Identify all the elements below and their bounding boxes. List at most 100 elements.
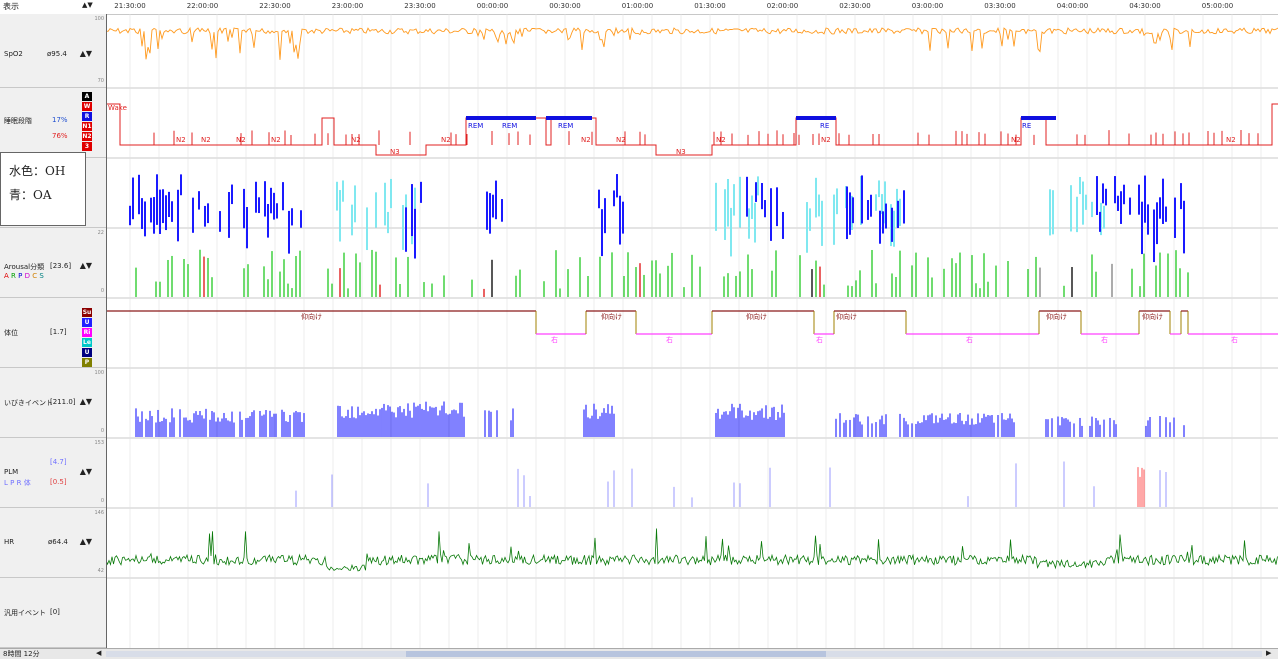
n3-stage-label: N3 xyxy=(390,148,400,156)
respiration-event-bar xyxy=(342,180,344,202)
stage-key-n3: 3 xyxy=(82,142,92,151)
plm-sort-arrows-icon[interactable]: ▲▼ xyxy=(79,467,92,476)
re-stage-label: RE xyxy=(820,122,829,130)
respiration-event-bar xyxy=(1138,184,1140,215)
respiration-event-bar xyxy=(354,185,356,223)
respiration-event-bar xyxy=(1114,176,1116,204)
plm-key-body: 体 xyxy=(23,479,31,487)
respiration-event-bar xyxy=(270,187,272,214)
respiration-event-bar xyxy=(1085,194,1087,210)
channel-label-panel: 100 SpO2 ø95.4 ▲▼ 70 睡眠段階 17% 76% A W R … xyxy=(0,14,107,648)
signal-chart-area[interactable]: Wake N2 N2 N2 N2 N2 N2 N2 N2 N2 N2 N2 N2 N3 N3 REM REM RE… xyxy=(106,14,1278,648)
respiration-event-bar xyxy=(1099,211,1101,232)
rem-bar xyxy=(796,116,836,120)
respiration-event-bar xyxy=(1052,190,1054,235)
respiration-event-bar xyxy=(604,198,606,234)
respiration-legend-popup: 水色：OH 青：OA xyxy=(0,152,86,226)
snore-channel-label: 100 いびきイベント [211.0] ▲▼ 0 xyxy=(0,368,106,438)
n2-stage-label: N2 xyxy=(616,136,626,144)
respiration-event-bar xyxy=(748,208,750,239)
respiration-event-bar xyxy=(411,184,413,237)
plm-scale-top: 153 xyxy=(94,440,104,446)
snore-sort-arrows-icon[interactable]: ▲▼ xyxy=(79,397,92,406)
respiration-event-bar xyxy=(129,205,131,226)
respiration-event-bar xyxy=(867,200,869,220)
sleep-stage-channel-label: 睡眠段階 17% 76% A W R N1 N2 3 xyxy=(0,88,106,158)
sleep-stage-percent-2: 76% xyxy=(52,132,68,140)
respiration-event-bar xyxy=(733,184,735,216)
rem-stage-label: REM xyxy=(558,122,573,130)
n2-stage-label: N2 xyxy=(351,136,361,144)
respiration-event-bar xyxy=(1129,197,1131,215)
respiration-event-bar xyxy=(619,195,621,245)
hr-scale-bottom: 42 xyxy=(97,568,104,574)
sleep-stage-percent-1: 17% xyxy=(52,116,68,124)
arousal-key-p: P xyxy=(18,272,23,280)
respiration-event-bar xyxy=(770,188,772,241)
respiration-event-bar xyxy=(885,203,887,229)
arousal-label: Arousal分類 xyxy=(4,263,45,271)
horizontal-scrollbar[interactable] xyxy=(106,651,1262,657)
plm-channel-label: 153 PLM [4.7] [0.5] ▲▼ L P R 体 0 xyxy=(0,438,106,508)
respiration-event-bar xyxy=(495,180,497,220)
spo2-sort-arrows-icon[interactable]: ▲▼ xyxy=(79,49,92,58)
respiration-event-bar xyxy=(1076,196,1078,233)
snore-scale-bottom: 0 xyxy=(100,428,104,434)
arousal-scale-bottom: 0 xyxy=(100,288,104,294)
respiration-event-bar xyxy=(138,174,140,215)
respiration-event-bar xyxy=(806,202,808,253)
respiration-event-bar xyxy=(1049,189,1051,236)
respiration-event-bar xyxy=(1102,183,1104,204)
spo2-scale-top: 100 xyxy=(94,16,104,22)
time-tick-label: 04:00:00 xyxy=(1056,2,1089,10)
respiration-event-bar xyxy=(622,201,624,234)
respiration-event-bar xyxy=(366,207,368,251)
arousal-sort-arrows-icon[interactable]: ▲▼ xyxy=(79,261,92,270)
hr-scale-top: 146 xyxy=(94,510,104,516)
time-tick-label: 00:00:00 xyxy=(476,2,509,10)
snore-scale-top: 100 xyxy=(94,370,104,376)
respiration-event-bar xyxy=(207,203,209,224)
general-event-value: [0] xyxy=(50,608,60,616)
respiration-event-bar xyxy=(1174,197,1176,238)
n2-stage-label: N2 xyxy=(821,136,831,144)
zoom-duration-label: 8時間 12分 xyxy=(3,650,40,658)
scroll-right-arrow-icon[interactable]: ▶ xyxy=(1266,649,1272,657)
respiration-event-bar xyxy=(821,200,823,246)
time-tick-label: 23:30:00 xyxy=(404,2,436,10)
respiration-event-bar xyxy=(1156,202,1158,245)
respiration-event-bar xyxy=(1147,204,1149,235)
respiration-event-bar xyxy=(616,174,618,198)
right-position-label: 右 xyxy=(666,335,673,344)
n2-stage-label: N2 xyxy=(441,136,451,144)
respiration-event-bar xyxy=(878,180,880,198)
position-key-su: Su xyxy=(82,308,92,317)
scroll-left-arrow-icon[interactable]: ◀ xyxy=(96,649,102,657)
snore-value: [211.0] xyxy=(50,398,76,406)
respiration-event-bar xyxy=(1162,178,1164,224)
scrollbar-thumb[interactable] xyxy=(406,651,826,657)
hr-sort-arrows-icon[interactable]: ▲▼ xyxy=(79,537,92,546)
respiration-event-bar xyxy=(228,192,230,238)
respiration-event-bar xyxy=(150,197,152,223)
right-position-label: 右 xyxy=(966,335,973,344)
respiration-event-bar xyxy=(204,205,206,227)
arousal-key-list: A R P D C S xyxy=(4,272,44,280)
respiration-event-bar xyxy=(1117,195,1119,211)
sort-arrows-icon[interactable]: ▲▼ xyxy=(82,1,93,9)
n3-stage-label: N3 xyxy=(676,148,686,156)
arousal-key-r: R xyxy=(11,272,16,280)
respiration-event-bar xyxy=(730,207,732,257)
respiration-event-bar xyxy=(501,199,503,222)
respiration-event-bar xyxy=(384,182,386,226)
time-tick-label: 02:00:00 xyxy=(766,2,799,10)
respiration-event-bar xyxy=(818,194,820,217)
respiration-event-bar xyxy=(861,175,863,224)
respiration-event-bar xyxy=(715,182,717,231)
respiration-event-bar xyxy=(219,211,221,232)
spo2-value: ø95.4 xyxy=(47,50,67,58)
respiration-event-bar xyxy=(153,197,155,234)
respiration-event-bar xyxy=(405,207,407,252)
display-menu-label[interactable]: 表示 xyxy=(3,2,19,11)
respiration-event-bar xyxy=(764,200,766,218)
